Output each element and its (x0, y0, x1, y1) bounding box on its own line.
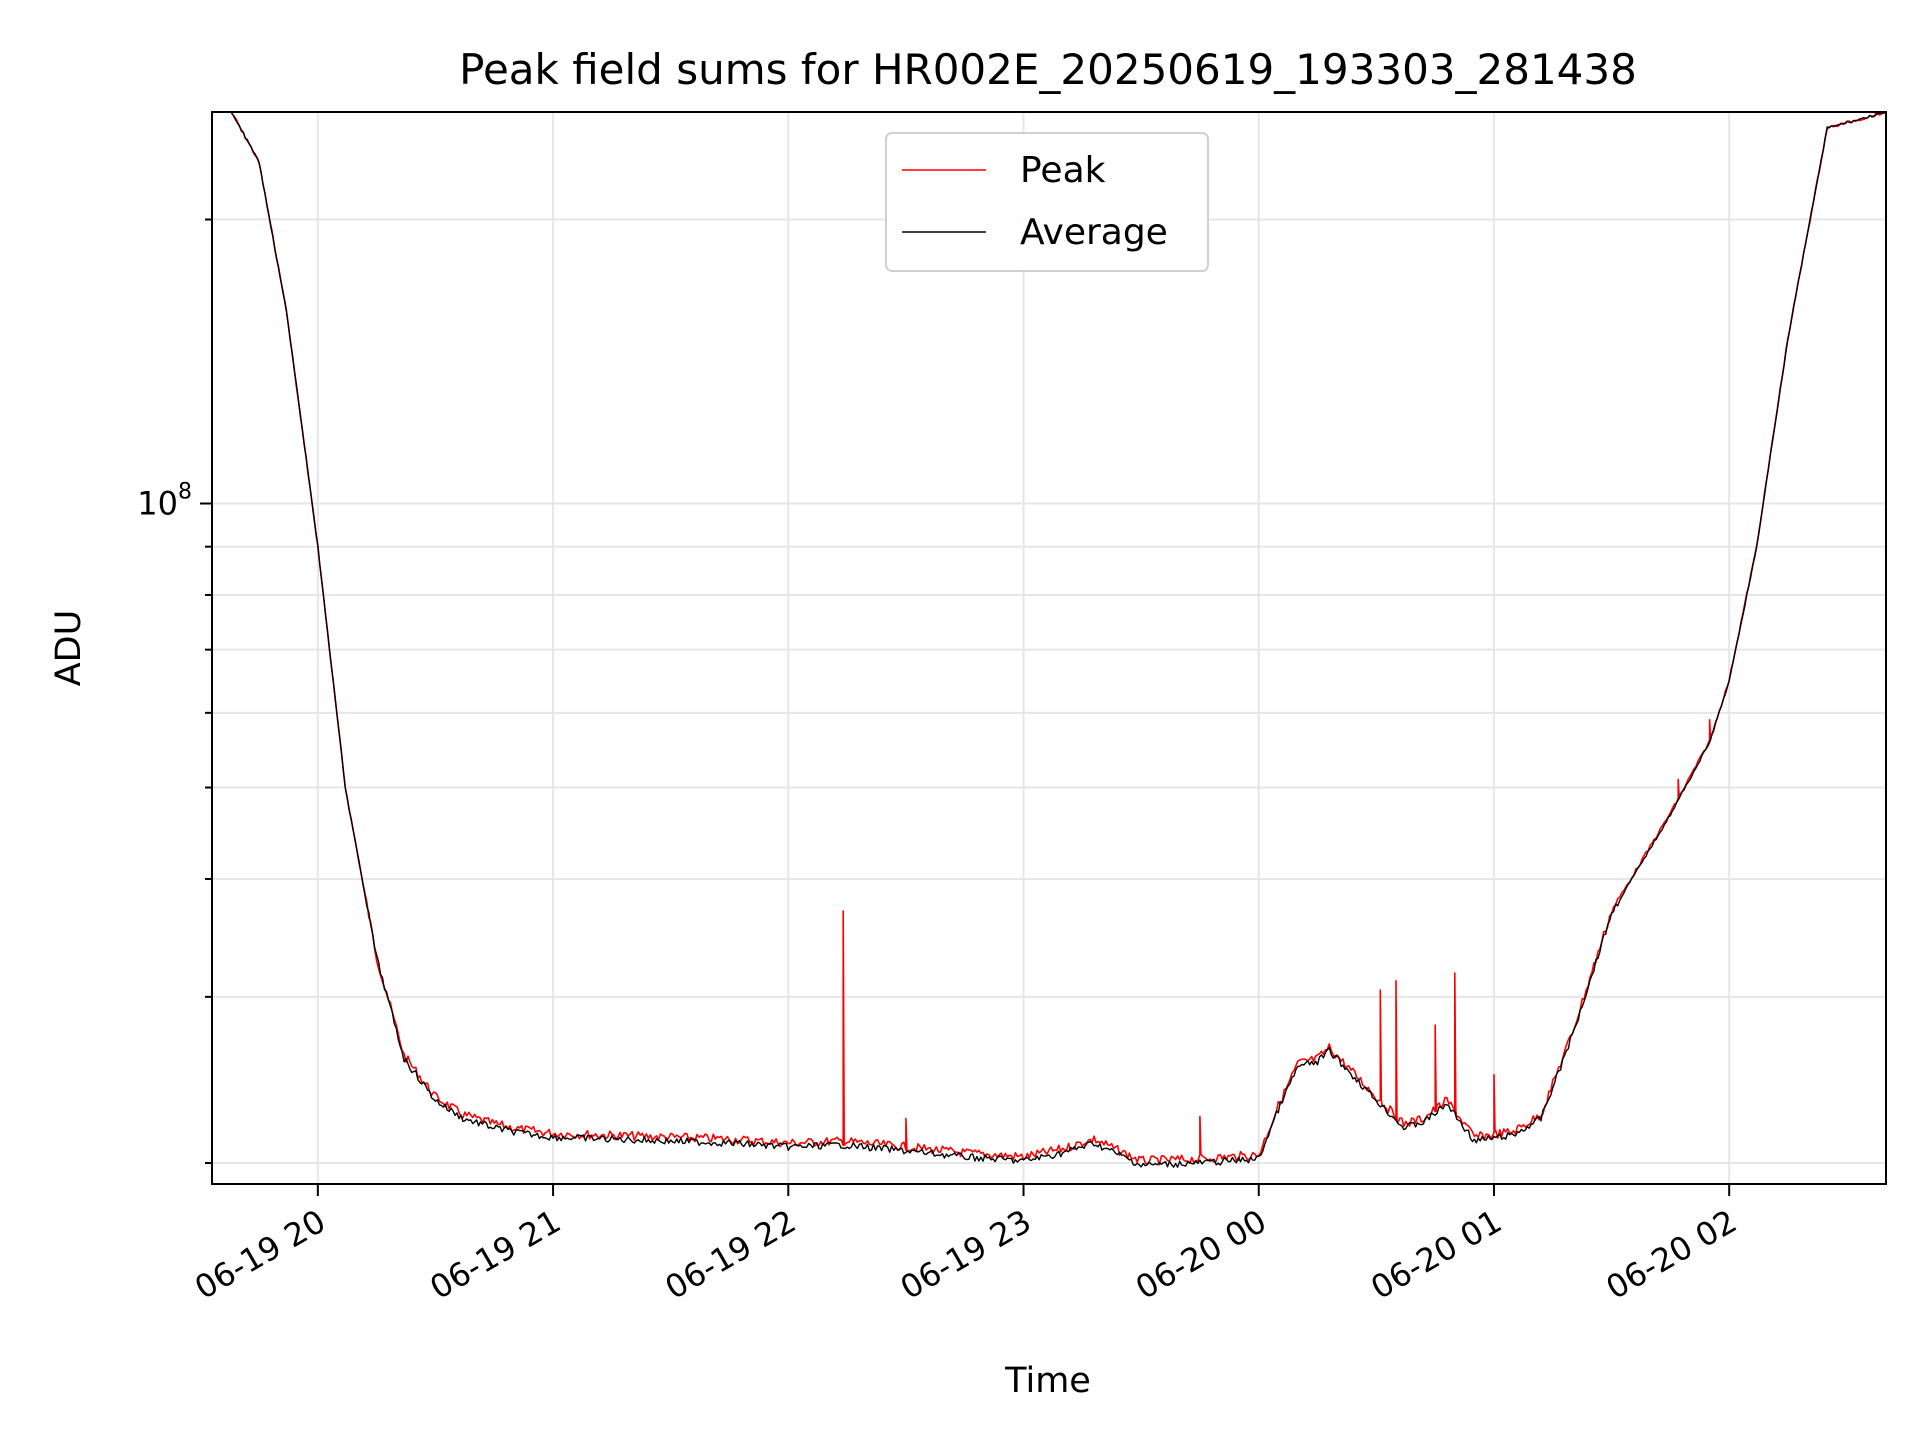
legend-box (885, 132, 1209, 272)
plot-area (230, 112, 1886, 1168)
y-tick-label: 108 (137, 480, 192, 523)
grid (212, 112, 1886, 1184)
plot-frame (211, 111, 1887, 1185)
x-axis-label: Time (1004, 1361, 1091, 1401)
series-layer (230, 112, 1886, 1168)
legend-label-average: Average (1020, 212, 1168, 253)
y-axis-label: ADU (49, 610, 89, 687)
y-axis: 108 (137, 218, 212, 1164)
series-line-average (231, 112, 1886, 1168)
chart-title: Peak field sums for HR002E_20250619_1933… (459, 45, 1637, 94)
legend: Peak Average (885, 132, 1209, 272)
legend-label-peak: Peak (1020, 150, 1106, 191)
